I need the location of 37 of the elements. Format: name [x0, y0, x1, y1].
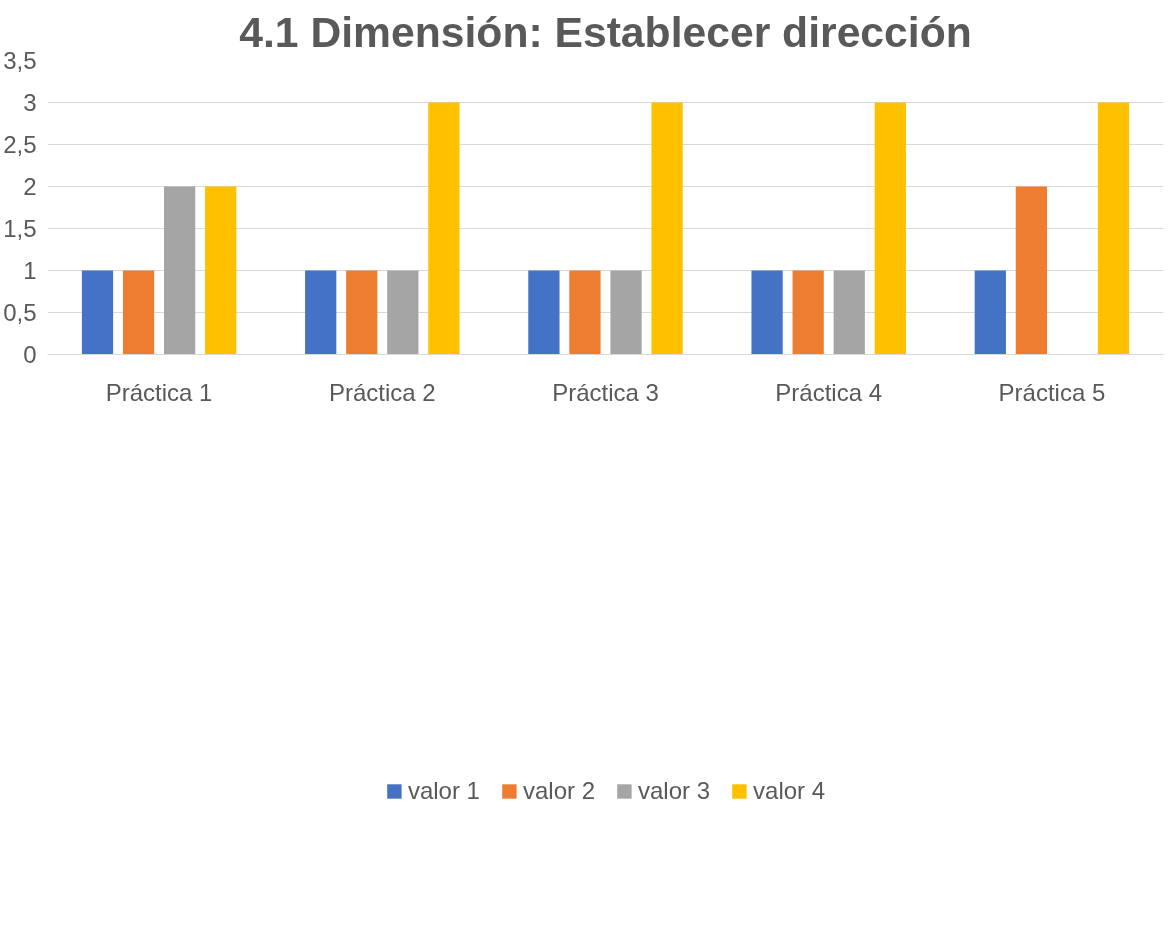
legend-label: valor 3: [638, 777, 711, 805]
bar: [569, 270, 601, 355]
y-tick-label: 3,5: [3, 47, 37, 74]
y-tick-label: 2: [23, 173, 37, 200]
y-tick-label: 0,5: [3, 299, 37, 326]
bar: [428, 102, 460, 355]
bar: [81, 270, 114, 355]
legend-label: valor 4: [753, 777, 826, 805]
x-tick-label: Práctica 1: [105, 378, 213, 406]
bar: [610, 270, 642, 355]
y-tick-label: 1: [23, 257, 37, 284]
y-tick-label: 0: [23, 341, 37, 368]
x-tick-label: Práctica 2: [328, 378, 436, 406]
bar: [833, 270, 865, 355]
legend-label: valor 2: [522, 777, 595, 805]
bar: [387, 270, 419, 355]
legend-label: valor 1: [407, 777, 480, 805]
x-tick-label: Práctica 3: [552, 378, 659, 406]
bar: [974, 270, 1006, 355]
bar: [122, 270, 155, 355]
chart-title: 4.1 Dimensión: Establecer dirección: [239, 7, 972, 56]
bar: [651, 102, 683, 355]
y-tick-label: 2,5: [3, 131, 37, 158]
x-tick-label: Práctica 4: [775, 378, 883, 406]
bar: [751, 270, 783, 355]
x-tick-label: Práctica 5: [998, 378, 1106, 406]
bar: [305, 270, 337, 355]
bar: [164, 186, 196, 355]
y-tick-label: 1,5: [3, 215, 37, 242]
bar: [792, 270, 824, 355]
bar: [205, 186, 237, 355]
bar: [1097, 102, 1130, 355]
y-tick-label: 3: [23, 89, 37, 116]
bar: [1015, 186, 1047, 355]
bar: [874, 102, 906, 355]
bar: [528, 270, 560, 355]
bar: [346, 270, 378, 355]
